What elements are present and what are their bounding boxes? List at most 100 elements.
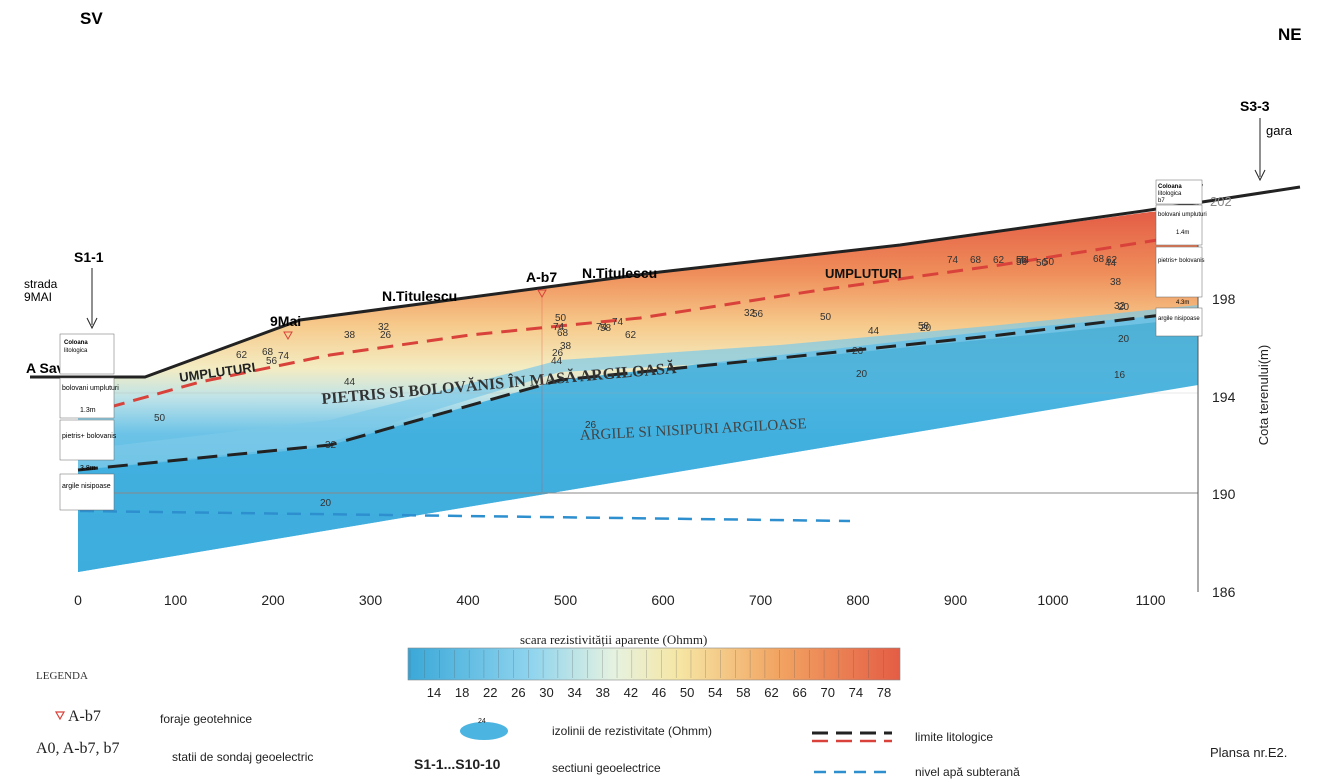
isoline-value: 32 [1114, 301, 1126, 312]
scale-label: 70 [821, 685, 835, 700]
isoline-value: 26 [552, 348, 564, 359]
x-tick-label: 300 [359, 592, 383, 608]
isoline-value: 38 [344, 330, 356, 341]
scale-label: 18 [455, 685, 469, 700]
lithologic-limit-red [84, 236, 1171, 416]
legend-title: LEGENDA [36, 670, 88, 682]
isoline-value: 62 [993, 255, 1005, 266]
right-col-head-3: b7 [1158, 198, 1165, 204]
right-col-head-2: litologica [1158, 191, 1182, 197]
isoline-value: 68 [262, 347, 274, 358]
orientation-sv: SV [80, 9, 103, 28]
borehole-triangle-icon [54, 711, 66, 721]
isoline-value: 56 [1016, 257, 1028, 268]
y-tick-186: 186 [1212, 584, 1236, 600]
scale-ticks [409, 650, 884, 678]
legend-item2-sym: A0, A-b7, b7 [36, 740, 120, 757]
x-tick-label: 100 [164, 592, 188, 608]
isoline-value: 20 [1118, 334, 1130, 345]
y-tick-190: 190 [1212, 486, 1236, 502]
resistivity-section [30, 185, 1301, 592]
label-9mai-street: 9MAI [24, 290, 52, 304]
right-col-layer-1: bolovani umpluturi [1158, 212, 1207, 218]
isoline-value: 74 [612, 317, 624, 328]
isoline-value: 44 [551, 356, 563, 367]
orientation-ne: NE [1278, 25, 1302, 44]
isoline-value: 62 [236, 350, 248, 361]
right-col-layer-3: argile nisipoase [1158, 316, 1200, 322]
legend-item3-text: izolinii de rezistivitate (Ohmm) [552, 724, 712, 738]
legend: LEGENDA A-b7 foraje geotehnice A0, A-b7,… [36, 670, 1020, 779]
scale-label: 34 [567, 685, 581, 700]
isoline-value: 20 [320, 498, 332, 509]
scale-label: 26 [511, 685, 525, 700]
legend-item1-sym: A-b7 [68, 708, 101, 725]
left-col-layer-2: pietris+ bolovanis [62, 433, 117, 440]
isoline-value: 68 [970, 255, 982, 266]
legend-item2-text: statii de sondaj geoelectric [172, 750, 313, 764]
isoline-value: 50 [1043, 257, 1055, 268]
x-tick-label: 0 [74, 592, 82, 608]
legend-item1-text: foraje geotehnice [160, 712, 252, 726]
label-strada: strada [24, 277, 58, 291]
scale-label: 58 [736, 685, 750, 700]
scale-label: 42 [624, 685, 638, 700]
isoline-value: 74 [553, 322, 565, 333]
isoline-value: 62 [625, 330, 637, 341]
isoline-value: 50 [1036, 258, 1048, 269]
left-col-layer-3: argile nisipoase [62, 483, 111, 490]
isoline-value: 20 [856, 369, 868, 380]
scale-label: 38 [596, 685, 610, 700]
isoline-value: 50 [555, 313, 567, 324]
x-tick-label: 700 [749, 592, 773, 608]
lithologic-limit-black [77, 312, 1171, 472]
s3-arrowhead-icon [1254, 169, 1266, 182]
isoline-value: 26 [380, 330, 392, 341]
label-titulescu-1: N.Titulescu [382, 288, 457, 304]
x-tick-label: 600 [651, 592, 675, 608]
isoline-value: 74 [1018, 255, 1030, 266]
isoline-value: 56 [752, 309, 764, 320]
clay-zone-light [78, 305, 1198, 470]
x-tick-label: 1000 [1037, 592, 1068, 608]
isoline-value: 68 [557, 328, 569, 339]
isoline-value: 50 [820, 312, 832, 323]
scale-labels: 14 18 22 26 30 34 38 42 46 50 54 58 62 66 70 74 78 [427, 685, 891, 700]
right-col-depth-2: 4.3m [1176, 300, 1189, 306]
isoline-value: 20 [920, 323, 932, 334]
scale-label: 78 [877, 685, 891, 700]
scale-title: scara rezistivității aparente (Ohmm) [520, 632, 707, 647]
isoline-value: 62 [1106, 255, 1118, 266]
left-col-head-1: Coloana [64, 340, 88, 346]
borehole-9mai-icon [283, 331, 293, 341]
isoline-ellipse-icon [460, 722, 508, 740]
label-9mai: 9Mai [270, 313, 301, 329]
scale-bar [407, 647, 901, 681]
isoline-value: 44 [1105, 258, 1117, 269]
isoline-value: 68 [1093, 254, 1105, 265]
isoline-value: 32 [325, 440, 337, 451]
isoline-value: 44 [868, 326, 880, 337]
scale-label: 22 [483, 685, 497, 700]
scale-label: 74 [849, 685, 863, 700]
isoline-value: 56 [266, 356, 278, 367]
scale-label: 30 [539, 685, 553, 700]
isoline-value: 58 [600, 323, 612, 334]
y-tick-202: 202 [1210, 194, 1232, 209]
isoline-value: 32 [378, 322, 390, 333]
x-tick-label: 200 [261, 592, 285, 608]
ground-surface [30, 185, 1301, 379]
legend-item5-text: limite litologice [915, 730, 993, 744]
isoline-value: 44 [344, 377, 356, 388]
isoline-value: 74 [278, 351, 290, 362]
right-col-head-1: Coloana [1158, 184, 1182, 190]
isoline-value: 38 [1110, 277, 1122, 288]
x-tick-label: 1100 [1135, 592, 1165, 608]
x-tick-label: 400 [456, 592, 480, 608]
x-axis: 0 100 200 300 400 500 600 700 800 900 1000 1100 [74, 592, 1166, 608]
isoline-value: 26 [852, 346, 864, 357]
x-tick-label: 500 [554, 592, 578, 608]
unit-fill-right: UMPLUTURI [825, 266, 902, 281]
left-col-head-2: litologica [64, 348, 88, 354]
